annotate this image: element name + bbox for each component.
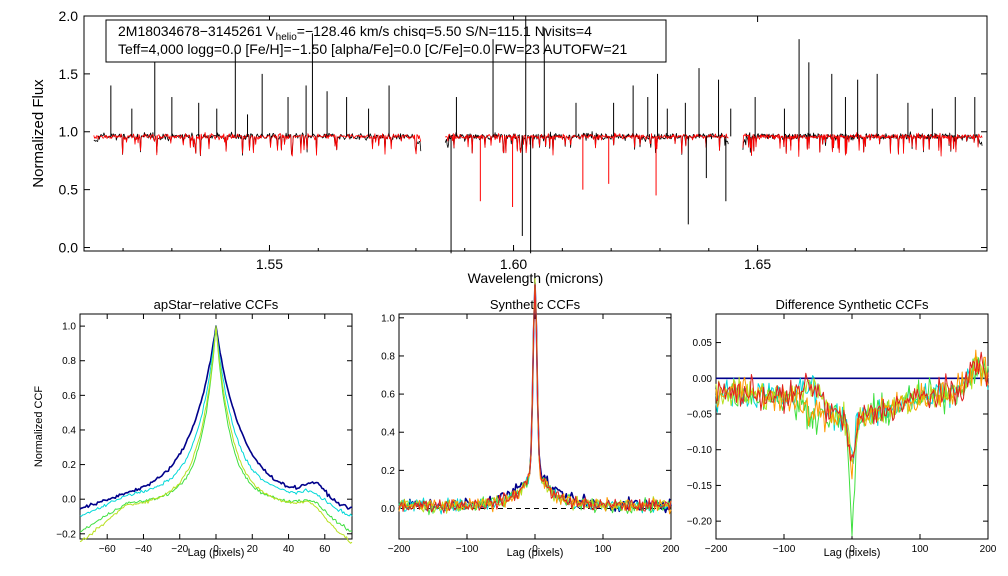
- ccf2-xtick-label: 0: [532, 544, 538, 555]
- observed-spectrum-chip-1: [93, 131, 422, 157]
- synthetic-ccf-panel: −200 −100 0 100 2000.00.20.40.60.81.0Synthet…: [381, 278, 680, 559]
- spectrum-ylabel: Normalized Flux: [30, 79, 47, 188]
- ccf3-title: Difference Synthetic CCFs: [776, 297, 929, 312]
- apstar-ccf-panel: −60 −40 −20 0 20 40 60 −0.2 0.0 0.2 0.4 0.6 0.8 1.0 ap…: [33, 297, 353, 559]
- ccf2-xtick-label: 100: [595, 544, 612, 555]
- ccf2-ytick-label: 0.0: [381, 504, 395, 515]
- ccf1-ytick-label: 0.4: [62, 425, 76, 436]
- ccf3-ytick-label: 0.05: [693, 338, 713, 349]
- ccf1-xtick-label: −40: [135, 544, 152, 555]
- ccf3-series-visit-3: [715, 356, 989, 463]
- ccf1-xtick-label: −60: [99, 544, 116, 555]
- spectrum-ytick-label: 0.0: [59, 239, 79, 255]
- spectrum-ytick-label: 0.5: [59, 182, 79, 198]
- ccf1-ytick-label: 0.0: [62, 495, 76, 506]
- ccf1-ytick-label: 0.6: [62, 391, 76, 402]
- ccf3-frame: [715, 313, 989, 540]
- ccf1-xlabel: Lag (pixels): [188, 547, 245, 559]
- info-line-1-part-b: =−128.46 km/s chisq=5.50 S/N=115.1 Nvisi…: [297, 23, 592, 39]
- ccf2-xtick-label: −100: [456, 544, 479, 555]
- ccf2-series-visit-5: [398, 284, 672, 514]
- ccf1-series-visit-3: [79, 325, 353, 544]
- ccf1-xtick-label: 60: [319, 544, 331, 555]
- ccf2-xtick-label: 200: [663, 544, 680, 555]
- info-box-frame: [105, 19, 667, 63]
- ccf1-xtick-label: 40: [283, 544, 295, 555]
- ccf1-frame: [79, 313, 353, 540]
- ccf3-xtick-label: 100: [912, 544, 929, 555]
- ccf2-series-visit-2: [398, 289, 672, 516]
- ccf2-ytick-label: 0.4: [381, 428, 395, 439]
- ccf2-ytick-label: 0.6: [381, 390, 395, 401]
- ccf1-ytick-label: 0.2: [62, 460, 76, 471]
- ccf1-xtick-label: 0: [213, 544, 219, 555]
- ccf2-ytick-label: 1.0: [381, 313, 395, 324]
- ccf1-series-visit-1: [79, 326, 353, 517]
- ccf3-series-visit-5: [715, 351, 989, 462]
- ccf3-xlabel: Lag (pixels): [824, 547, 881, 559]
- ccf2-ytick-label: 0.2: [381, 466, 395, 477]
- spectrum-ytick-label: 1.0: [59, 124, 79, 140]
- synthetic-spectrum-chip-3: [742, 132, 983, 157]
- spectrum-panel: 1.55 1.60 1.65 0.0 0.5 1.0 1.5 2.0 Wavelength (m…: [30, 8, 988, 286]
- ccf3-ytick-label: −0.05: [687, 410, 713, 421]
- spectrum-info-box: 2M18034678−3145261 Vhelio=−128.46 km/s c…: [105, 19, 667, 63]
- info-helio-subscript: helio: [276, 32, 298, 43]
- ccf2-series-visit-1: [398, 284, 672, 515]
- info-line-1-part-a: 2M18034678−3145261 V: [118, 23, 276, 39]
- spectrum-xtick-label: 1.65: [744, 256, 771, 272]
- spectrum-xtick-label: 1.55: [256, 256, 283, 272]
- spectrum-ytick-label: 2.0: [59, 8, 79, 24]
- ccf3-ytick-label: 0.00: [693, 374, 713, 385]
- ccf2-ytick-label: 0.8: [381, 351, 395, 362]
- spectrum-ytick-label: 1.5: [59, 66, 79, 82]
- ccf2-xtick-label: −200: [388, 544, 411, 555]
- ccf1-series-combined: [79, 325, 353, 510]
- spectrum-xlabel: Wavelength (microns): [468, 270, 604, 286]
- ccf1-ylabel: Normalized CCF: [33, 386, 45, 468]
- ccf3-series-visit-4: [715, 349, 989, 480]
- ccf1-title: apStar−relative CCFs: [154, 297, 279, 312]
- ccf1-ytick-label: 1.0: [62, 322, 76, 333]
- ccf1-xtick-label: −20: [171, 544, 188, 555]
- synthetic-spectrum-chip-2: [445, 132, 729, 156]
- ccf3-series-visit-1: [715, 355, 989, 464]
- ccf3-xtick-label: 0: [849, 544, 855, 555]
- ccf3-xtick-label: 200: [980, 544, 997, 555]
- ccf3-xtick-label: −100: [773, 544, 796, 555]
- ccf2-xlabel: Lag (pixels): [507, 547, 564, 559]
- ccf1-xtick-label: 20: [247, 544, 259, 555]
- spectrum-xtick-label: 1.60: [500, 256, 527, 272]
- ccf1-ytick-label: −0.2: [56, 529, 76, 540]
- info-line-1: 2M18034678−3145261 Vhelio=−128.46 km/s c…: [118, 23, 592, 43]
- ccf3-ytick-label: −0.15: [687, 481, 713, 492]
- ccf3-series-visit-2: [715, 357, 989, 537]
- ccf1-ytick-label: 0.8: [62, 356, 76, 367]
- synthetic-spectrum-chip-1: [93, 132, 422, 157]
- ccf3-ytick-label: −0.20: [687, 517, 713, 528]
- spectrum-frame: [83, 15, 988, 252]
- ccf3-ytick-label: −0.10: [687, 445, 713, 456]
- ccf3-xtick-label: −200: [705, 544, 728, 555]
- ccf1-series-visit-2: [79, 325, 353, 532]
- difference-ccf-panel: −200 −100 0 100 200 0.05 0.00 −0.05 −0.10 −0.15 −0…: [687, 297, 997, 559]
- info-line-2: Teff=4,000 logg=0.0 [Fe/H]=−1.50 [alpha/…: [118, 41, 627, 57]
